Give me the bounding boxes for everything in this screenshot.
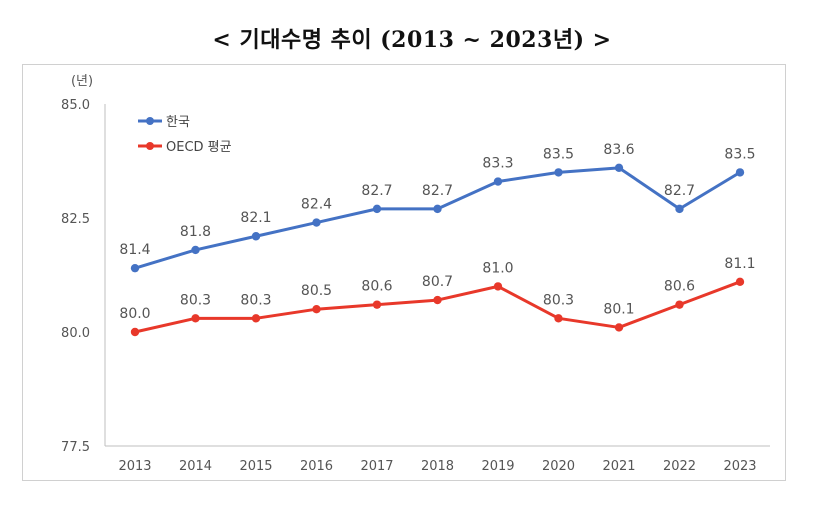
data-point [735,168,745,177]
x-tick-label: 2013 [118,459,151,474]
data-label: 82.7 [664,183,695,199]
data-label: 83.5 [543,146,574,162]
x-tick-label: 2017 [360,459,393,474]
data-point [735,277,745,287]
data-point [372,204,382,214]
data-label: 83.6 [603,142,634,158]
data-point [614,323,624,332]
data-label: 81.4 [119,242,150,258]
x-tick-label: 2023 [723,459,756,474]
data-label: 80.1 [603,301,634,317]
data-point [130,263,140,273]
x-tick-label: 2014 [179,459,212,474]
data-point [130,327,140,337]
data-label: 81.0 [482,260,513,276]
data-label: 82.7 [361,183,392,199]
data-label: 80.6 [664,279,695,295]
data-label: 82.4 [301,197,332,213]
data-point [614,163,624,173]
data-point [493,177,503,186]
x-tick-label: 2019 [481,459,514,474]
x-tick-label: 2022 [663,459,696,474]
data-label: 83.3 [482,156,513,172]
x-tick-label: 2016 [300,459,333,474]
data-point [251,232,261,241]
legend-label: OECD 평균 [166,140,232,155]
legend-swatch-marker [146,142,154,150]
chart-title: < 기대수명 추이 (2013 ~ 2023년) > [212,27,612,53]
data-point [251,314,261,323]
y-tick-label: 82.5 [61,212,90,227]
data-point [372,300,382,309]
data-label: 80.3 [543,292,574,308]
y-tick-label: 85.0 [61,98,90,113]
legend-swatch-marker [146,117,154,125]
data-label: 80.6 [361,279,392,295]
data-point [675,204,684,214]
data-label: 80.5 [301,283,332,299]
y-tick-label: 77.5 [61,440,90,455]
chart-frame [22,64,786,481]
y-tick-label: 80.0 [61,326,90,341]
data-label: 81.1 [724,256,755,272]
data-point [312,218,321,227]
data-point [191,245,200,255]
data-label: 81.8 [180,224,211,240]
data-label: 82.1 [240,210,271,226]
data-point [191,314,200,323]
data-point [675,300,684,309]
data-label: 80.7 [422,274,453,290]
data-point [433,295,442,305]
x-tick-label: 2015 [239,459,272,474]
data-label: 83.5 [724,146,755,162]
legend-label: 한국 [166,115,190,130]
x-tick-label: 2018 [421,459,454,474]
data-point [554,168,563,177]
y-axis-unit-label: (년) [71,74,93,89]
data-label: 80.3 [180,292,211,308]
x-tick-label: 2020 [542,459,575,474]
data-label: 80.3 [240,292,271,308]
data-point [312,305,321,314]
data-point [493,282,503,291]
data-point [554,314,563,323]
data-label: 80.0 [119,306,150,322]
x-tick-label: 2021 [602,459,635,474]
data-point [433,204,442,214]
data-label: 82.7 [422,183,453,199]
